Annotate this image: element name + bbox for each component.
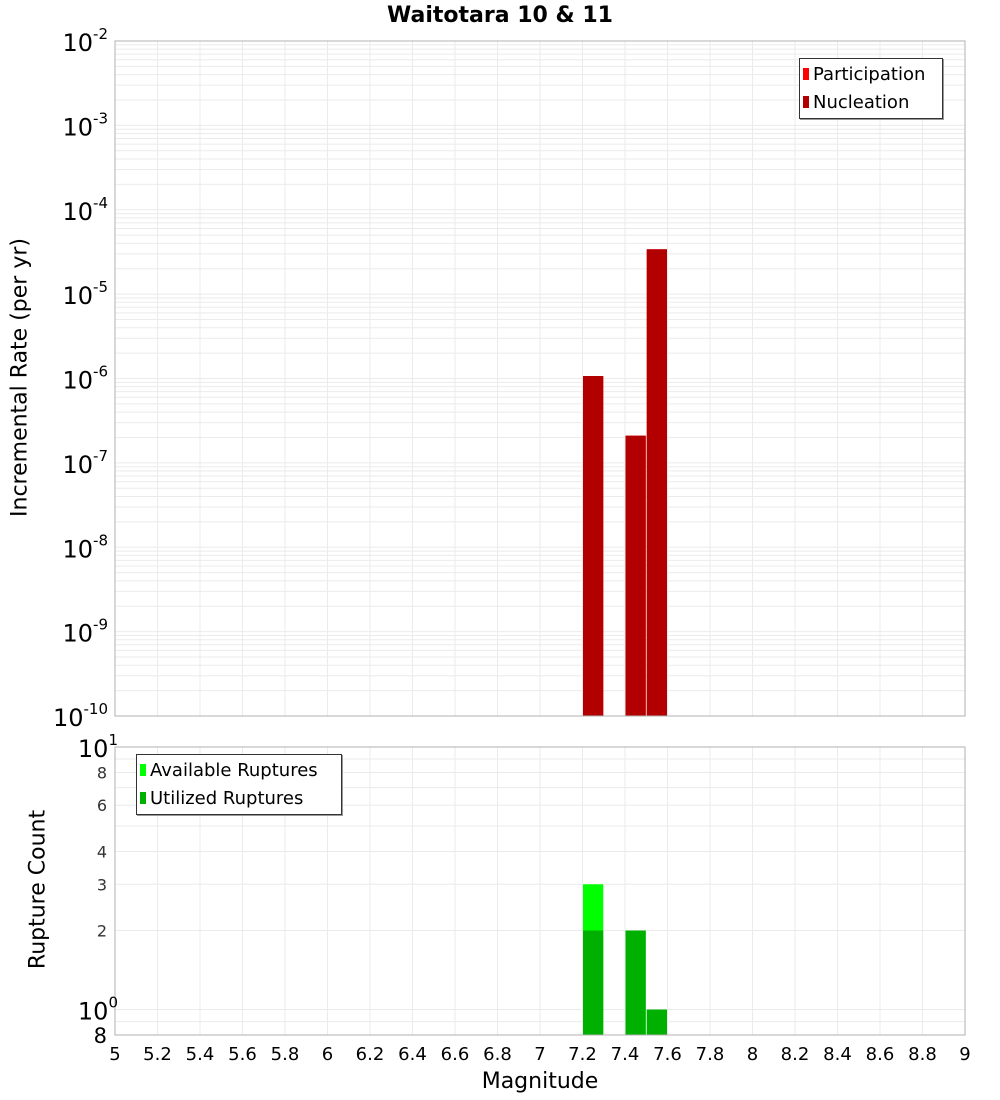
y-tick-label: 101: [78, 731, 118, 763]
x-tick-label: 5.6: [228, 1044, 257, 1065]
nucleation-swatch-icon: [803, 96, 809, 108]
y-tick-label: 10-6: [62, 363, 108, 395]
y-tick-label: 4: [97, 842, 107, 861]
x-tick-label: 7: [534, 1044, 545, 1065]
bottom-legend: Available Ruptures Utilized Ruptures: [136, 754, 342, 815]
y-tick-label: 10-8: [62, 531, 108, 563]
bar-nucleation: [583, 376, 604, 716]
legend-label: Available Ruptures: [150, 759, 318, 781]
legend-item-available-ruptures: Available Ruptures: [140, 756, 337, 784]
legend-label: Utilized Ruptures: [150, 787, 304, 809]
y-tick-label: 10-9: [62, 616, 108, 648]
legend-item-utilized-ruptures: Utilized Ruptures: [140, 784, 337, 812]
y-tick-label: 100: [78, 994, 118, 1026]
participation-swatch-icon: [803, 68, 809, 80]
x-tick-label: 6.6: [441, 1044, 470, 1065]
available-swatch-icon: [140, 764, 146, 776]
x-tick-label: 5: [109, 1044, 120, 1065]
x-tick-label: 7.4: [611, 1044, 640, 1065]
y-tick-label: 10-10: [53, 700, 108, 732]
x-tick-label: 8.8: [908, 1044, 937, 1065]
bar-utilized-ruptures: [583, 930, 604, 1035]
x-tick-label: 7.8: [696, 1044, 725, 1065]
legend-label: Nucleation: [813, 91, 910, 113]
bar-nucleation: [625, 435, 646, 716]
x-tick-label: 5.2: [143, 1044, 172, 1065]
y-tick-label: 10-2: [62, 25, 108, 57]
x-tick-label: 8: [747, 1044, 758, 1065]
y-tick-label: 3: [97, 875, 107, 894]
bottom-y-axis-label: Rupture Count: [25, 809, 51, 970]
top-plot-area: 10-2 10-3 10-4 10-5 10-6 10-7 10-8 10-9 10-10: [53, 25, 966, 732]
bar-utilized-ruptures: [646, 1009, 667, 1035]
x-axis-label: Magnitude: [481, 1069, 599, 1094]
legend-label: Participation: [813, 63, 926, 85]
x-tick-label: 8.4: [823, 1044, 852, 1065]
x-tick-label: 5.4: [186, 1044, 215, 1065]
y-tick-label: 2: [97, 922, 107, 941]
y-tick-label: 8: [97, 763, 107, 782]
x-tick-label: 8.2: [781, 1044, 810, 1065]
x-tick-label: 6.2: [356, 1044, 385, 1065]
x-tick-label: 6.8: [483, 1044, 512, 1065]
y-tick-label: 6: [97, 796, 107, 815]
top-legend: Participation Nucleation: [799, 58, 943, 119]
legend-item-participation: Participation: [803, 60, 938, 88]
bar-nucleation: [646, 249, 667, 716]
x-tick-label: 8.6: [866, 1044, 895, 1065]
x-tick-label: 6: [322, 1044, 333, 1065]
y-tick-label: 10-3: [62, 109, 108, 141]
y-tick-label: 10-7: [62, 447, 108, 479]
top-y-axis-label: Incremental Rate (per yr): [7, 238, 33, 517]
legend-item-nucleation: Nucleation: [803, 88, 938, 116]
chart-title: Waitotara 10 & 11: [387, 3, 613, 28]
x-tick-label: 5.8: [271, 1044, 300, 1065]
x-tick-label: 7.6: [653, 1044, 682, 1065]
utilized-swatch-icon: [140, 792, 146, 804]
y-tick-label: 10-5: [62, 278, 108, 310]
y-tick-label: 8: [94, 1024, 107, 1048]
bar-utilized-ruptures: [625, 930, 646, 1035]
y-tick-label: 10-4: [62, 194, 108, 226]
x-tick-label: 6.4: [398, 1044, 427, 1065]
x-tick-label: 7.2: [568, 1044, 597, 1065]
x-tick-label: 9: [959, 1044, 970, 1065]
